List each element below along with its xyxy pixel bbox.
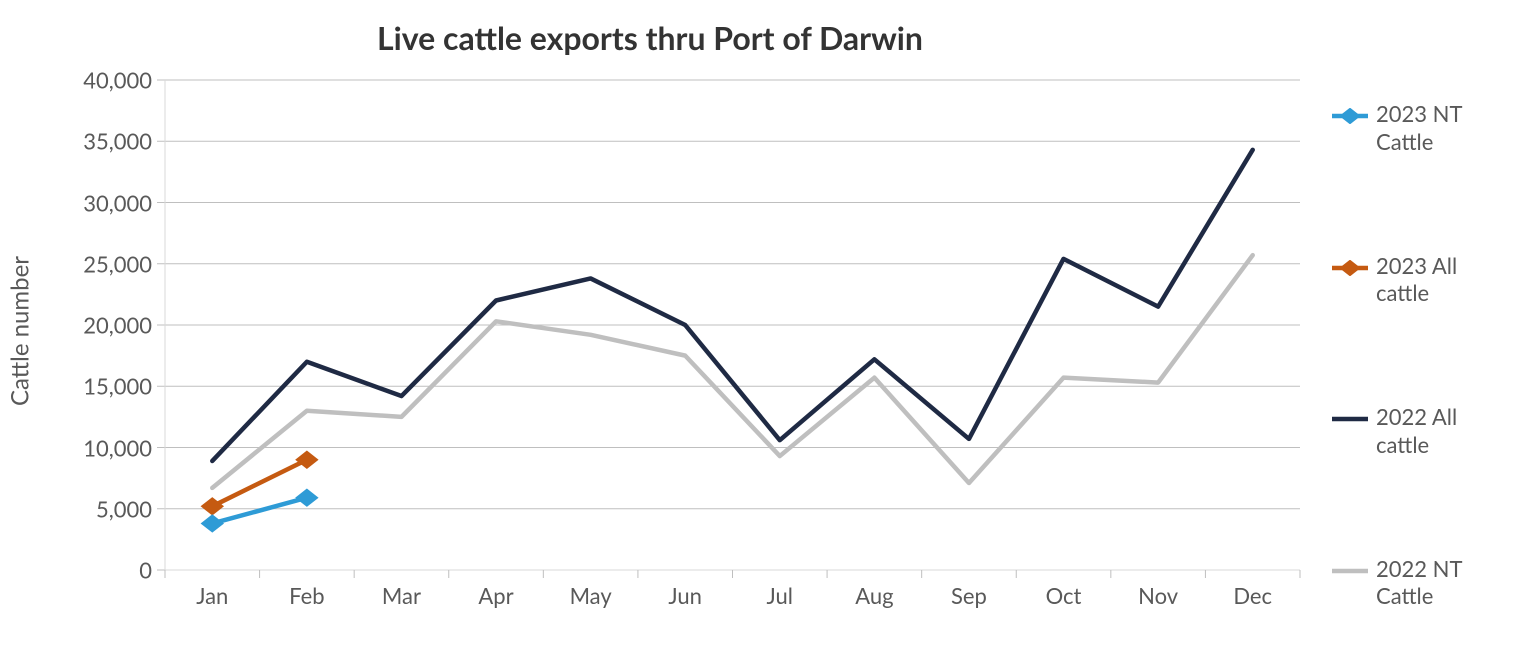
axes bbox=[157, 80, 1300, 578]
y-tick-label: 30,000 bbox=[62, 189, 152, 216]
y-axis-label: Cattle number bbox=[6, 256, 35, 406]
series-markers bbox=[201, 451, 317, 532]
y-tick-label: 10,000 bbox=[62, 434, 152, 461]
x-tick-label: Nov bbox=[1111, 582, 1206, 609]
legend-item-nt2022: 2022 NT Cattle bbox=[1332, 555, 1502, 610]
legend-item-all2022: 2022 All cattle bbox=[1332, 403, 1502, 458]
series-nt2022 bbox=[212, 255, 1252, 488]
y-tick-label: 15,000 bbox=[62, 373, 152, 400]
legend-swatch bbox=[1332, 563, 1368, 579]
legend-label: 2022 NT Cattle bbox=[1376, 555, 1502, 610]
x-tick-label: Apr bbox=[449, 582, 544, 609]
y-tick-label: 35,000 bbox=[62, 128, 152, 155]
legend: 2023 NT Cattle 2023 All cattle 2022 All ca… bbox=[1332, 100, 1502, 610]
x-tick-label: Jul bbox=[732, 582, 827, 609]
x-tick-label: Dec bbox=[1205, 582, 1300, 609]
x-tick-label: Aug bbox=[827, 582, 922, 609]
x-tick-label: Mar bbox=[354, 582, 449, 609]
legend-swatch bbox=[1332, 260, 1368, 276]
legend-swatch bbox=[1332, 411, 1368, 427]
cattle-exports-chart: Live cattle exports thru Port of Darwin … bbox=[0, 0, 1522, 662]
y-tick-label: 40,000 bbox=[62, 67, 152, 94]
x-tick-label: Feb bbox=[260, 582, 355, 609]
y-tick-label: 5,000 bbox=[62, 495, 152, 522]
legend-label: 2023 NT Cattle bbox=[1376, 100, 1502, 155]
chart-title: Live cattle exports thru Port of Darwin bbox=[0, 18, 1300, 57]
y-tick-label: 25,000 bbox=[62, 250, 152, 277]
plot-area bbox=[165, 80, 1300, 570]
legend-swatch bbox=[1332, 108, 1368, 124]
x-tick-label: May bbox=[543, 582, 638, 609]
legend-label: 2023 All cattle bbox=[1376, 252, 1502, 307]
legend-label: 2022 All cattle bbox=[1376, 403, 1502, 458]
x-tick-label: Oct bbox=[1016, 582, 1111, 609]
legend-item-nt2023: 2023 NT Cattle bbox=[1332, 100, 1502, 155]
y-tick-label: 0 bbox=[62, 557, 152, 584]
x-tick-label: Jun bbox=[638, 582, 733, 609]
legend-item-all2023: 2023 All cattle bbox=[1332, 252, 1502, 307]
y-tick-label: 20,000 bbox=[62, 312, 152, 339]
x-tick-label: Sep bbox=[922, 582, 1017, 609]
marker-nt2023 bbox=[296, 489, 318, 506]
series-lines bbox=[212, 150, 1252, 524]
marker-nt2023 bbox=[201, 515, 223, 532]
x-tick-label: Jan bbox=[165, 582, 260, 609]
